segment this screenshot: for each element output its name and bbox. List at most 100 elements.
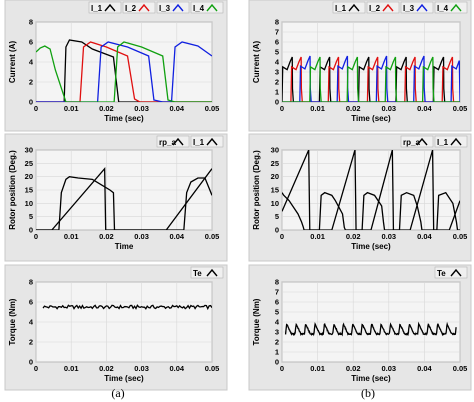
legend-item [332, 1, 366, 14]
y-tick-label: 6 [29, 38, 33, 47]
y-tick-label: 7 [275, 28, 279, 37]
x-tick-label: 0.04 [169, 232, 184, 241]
x-tick-label: 0.05 [205, 104, 220, 113]
legend-item [400, 1, 434, 14]
y-tick-label: 0 [275, 358, 279, 367]
legend-item [434, 135, 468, 148]
legend-label: I_2 [369, 4, 381, 13]
legend-swatch [138, 3, 150, 12]
legend-item [122, 1, 156, 14]
y-tick-label: 15 [271, 186, 279, 195]
legend-label: I_1 [91, 4, 103, 13]
x-tick-label: 0.05 [205, 364, 220, 373]
panel-label-a: (a) [111, 386, 124, 400]
legend-swatch [382, 3, 394, 12]
y-tick-label: 6 [29, 298, 33, 307]
x-tick-label: 0.04 [417, 364, 432, 373]
x-tick-label: 0 [34, 104, 38, 113]
x-tick-label: 0.05 [205, 232, 220, 241]
series-line-rp-a [282, 150, 460, 230]
y-axis-label: Current (A) [252, 41, 261, 84]
legend-swatch [104, 3, 116, 12]
x-tick-label: 0.05 [453, 364, 468, 373]
x-tick-label: 0 [34, 364, 38, 373]
x-tick-label: 0.04 [169, 104, 184, 113]
x-axis-label: Time [115, 242, 134, 251]
legend-item [156, 135, 190, 148]
x-tick-label: 0.05 [453, 104, 468, 113]
x-tick-label: 0.01 [64, 232, 79, 241]
legend-swatch [206, 3, 218, 12]
y-tick-label: 0 [29, 98, 33, 107]
y-tick-label: 4 [275, 58, 280, 67]
y-tick-label: 8 [275, 278, 279, 287]
y-tick-label: 3 [275, 68, 279, 77]
legend-item [190, 1, 224, 14]
y-tick-label: 7 [275, 288, 279, 297]
y-tick-label: 25 [25, 159, 33, 168]
x-tick-label: 0.01 [64, 364, 79, 373]
x-tick-label: 0.03 [381, 232, 396, 241]
x-axis-label: Time (sec) [104, 374, 144, 383]
legend-swatch [450, 3, 462, 12]
y-tick-label: 20 [25, 172, 33, 181]
x-tick-label: 0.05 [453, 232, 468, 241]
x-tick-label: 0.02 [99, 104, 114, 113]
y-tick-label: 0 [275, 226, 279, 235]
y-tick-label: 5 [275, 48, 279, 57]
y-tick-label: 5 [29, 212, 33, 221]
y-axis-label: Current (A) [8, 41, 17, 84]
x-tick-label: 0.03 [381, 104, 396, 113]
x-tick-label: 0.01 [310, 364, 325, 373]
legend-label: I_3 [159, 4, 171, 13]
x-axis-label: Time (sec) [351, 242, 391, 251]
x-tick-label: 0 [280, 104, 284, 113]
x-tick-label: 0.02 [346, 364, 361, 373]
x-tick-label: 0.04 [417, 232, 432, 241]
y-tick-label: 8 [29, 18, 33, 27]
x-tick-label: 0.01 [64, 104, 79, 113]
series-line-rp-a [36, 166, 212, 230]
y-axis-label: Rotor position (Deg.) [252, 150, 261, 230]
x-tick-label: 0.02 [346, 104, 361, 113]
legend-label: I_4 [193, 4, 205, 13]
series-line-te [42, 304, 212, 311]
y-tick-label: 2 [275, 78, 279, 87]
legend-label: Te [193, 269, 202, 278]
legend-item [434, 266, 468, 279]
legend-item [88, 1, 122, 14]
series-line-i-2 [282, 56, 460, 102]
legend-label: I_1 [335, 4, 347, 13]
series-line-i-1 [282, 191, 460, 230]
x-tick-label: 0.04 [417, 104, 432, 113]
y-tick-label: 1 [275, 88, 279, 97]
y-tick-label: 0 [29, 226, 33, 235]
legend-swatch [416, 3, 428, 12]
legend-swatch [172, 3, 184, 12]
legend-label: I_3 [403, 4, 415, 13]
x-tick-label: 0.02 [99, 232, 114, 241]
y-tick-label: 6 [275, 298, 279, 307]
legend-swatch [450, 268, 462, 277]
y-tick-label: 2 [29, 338, 33, 347]
legend-item [400, 135, 434, 148]
chart-a-current: 0 2 4 6 8 0 0.01 0.02 0.03 0.04 0.05 Time (sec) Curr… [4, 0, 228, 132]
x-tick-label: 0.01 [310, 232, 325, 241]
legend-item [366, 1, 400, 14]
x-tick-label: 0.01 [310, 104, 325, 113]
chart-b-rotor: 0 5 10 15 20 25 30 0 0.01 0.02 0.03 0.04 0.05 Time (s… [248, 133, 472, 262]
y-tick-label: 0 [275, 98, 279, 107]
series-line-i-4 [282, 56, 460, 102]
x-tick-label: 0.04 [169, 364, 184, 373]
legend-swatch [416, 137, 428, 146]
panel-label-b: (b) [361, 386, 375, 400]
y-tick-label: 6 [275, 38, 279, 47]
legend-swatch [172, 137, 184, 146]
x-tick-label: 0.03 [381, 364, 396, 373]
legend-label: I_1 [437, 138, 449, 147]
legend-label: I_1 [193, 138, 205, 147]
legend-label: I_4 [437, 4, 449, 13]
